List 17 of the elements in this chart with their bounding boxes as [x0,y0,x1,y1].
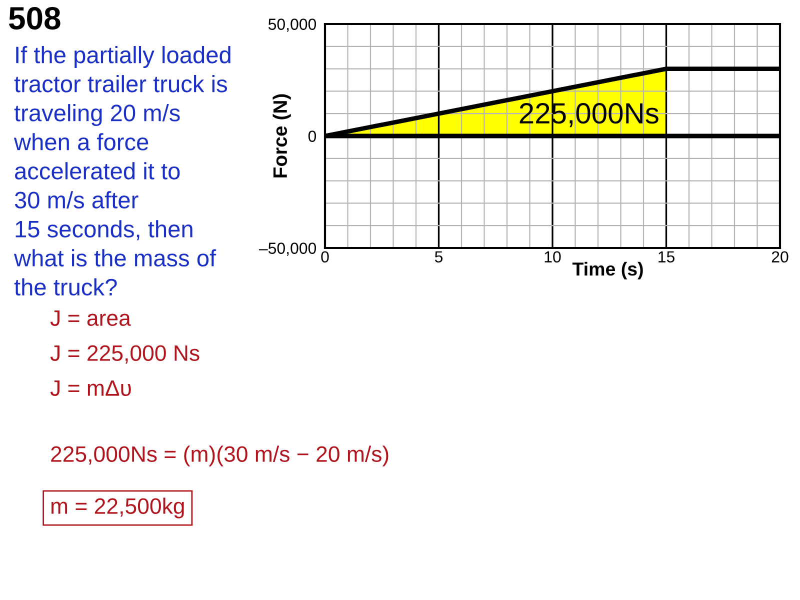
y-tick-label: –50,000 [258,242,316,256]
text: 225,000Ns = (m)(30 m/s − 20 m/s) [51,446,388,466]
x-axis-title: Time (s) [572,262,643,280]
x-tick-label: 0 [321,251,329,263]
text: If the partially loaded tractor trailer truck is traveling 20 m/s when a force accelerated it to 30 m/s after 15 seconds, then what is the mass of the truck? [14,46,230,296]
text: 508 [8,6,60,30]
x-tick-label: 5 [434,251,443,263]
x-tick-label: 20 [772,251,788,263]
y-tick-label: 50,000 [268,18,316,32]
text: J = 225,000 Ns [50,345,200,364]
x-tick-label: 15 [658,251,674,263]
text: J = area [50,310,131,326]
text: J = mΔυ [50,380,131,396]
y-tick-label: 0 [308,130,316,142]
x-tick-label: 10 [544,251,561,263]
y-axis-title: Force (N) [272,94,291,178]
text: m = 22,500kg [51,498,184,518]
